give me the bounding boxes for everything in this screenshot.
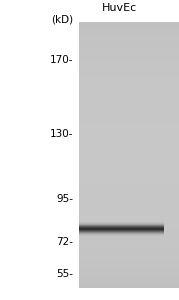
Text: 170-: 170- — [50, 55, 73, 64]
Text: 55-: 55- — [56, 268, 73, 278]
Text: HuvEc: HuvEc — [102, 3, 137, 13]
Bar — [79, 22, 179, 288]
Text: 130-: 130- — [50, 129, 73, 139]
Text: 72-: 72- — [56, 237, 73, 247]
Text: (kD): (kD) — [51, 14, 73, 24]
Text: 95-: 95- — [56, 194, 73, 204]
